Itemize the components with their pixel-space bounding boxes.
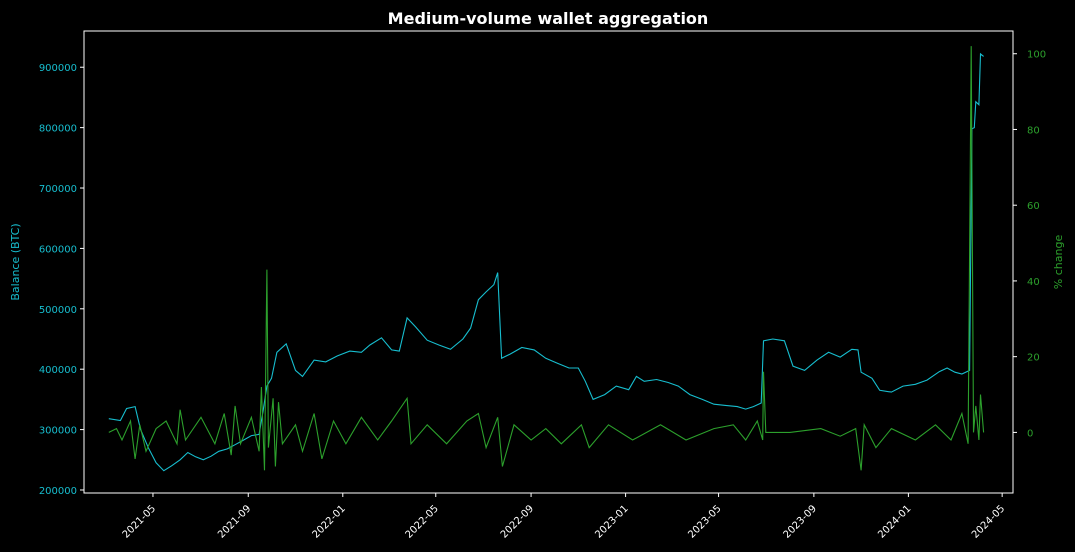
y-left-tick-label: 900000 — [39, 63, 77, 74]
x-tick-label: 2023-01 — [593, 503, 630, 540]
x-tick-label: 2021-05 — [121, 503, 158, 540]
y-right-tick-label: 20 — [1027, 353, 1040, 364]
y-right-tick-label: 100 — [1027, 50, 1046, 61]
x-axis: 2021-05 2021-09 2022-01 2022-05 2022-09 2023-… — [121, 493, 1007, 541]
balance-series — [108, 52, 984, 472]
y-left-tick-label: 300000 — [39, 426, 77, 437]
y-right-tick-label: 40 — [1027, 277, 1040, 288]
x-tick-label: 2023-09 — [782, 503, 819, 540]
x-tick-label: 2022-01 — [311, 503, 348, 540]
y-left-tick-label: 400000 — [39, 365, 77, 376]
y-right-tick-label: 60 — [1027, 201, 1040, 212]
y-left-tick-label: 500000 — [39, 305, 77, 316]
y-right-tick-label: 0 — [1027, 428, 1033, 439]
y-axis-left: 200000 300000 400000 500000 600000 700000 8000… — [39, 63, 84, 497]
x-tick-label: 2023-05 — [686, 503, 723, 540]
balance-line — [108, 52, 984, 472]
y-left-tick-label: 700000 — [39, 184, 77, 195]
x-tick-label: 2022-09 — [499, 503, 536, 540]
x-tick-label: 2021-09 — [216, 503, 253, 540]
y-axis-right-label: % change — [1052, 235, 1065, 290]
plot-frame — [83, 30, 1014, 494]
x-tick-label: 2024-05 — [970, 503, 1007, 540]
y-left-tick-label: 200000 — [39, 486, 77, 497]
y-axis-right: 0 20 40 60 80 100 — [1013, 50, 1046, 439]
x-tick-label: 2024-01 — [876, 503, 913, 540]
y-axis-left-label: Balance (BTC) — [9, 223, 22, 300]
y-left-tick-label: 600000 — [39, 244, 77, 255]
y-left-tick-label: 800000 — [39, 124, 77, 135]
chart-title: Medium-volume wallet aggregation — [388, 9, 709, 28]
x-tick-label: 2022-05 — [404, 503, 441, 540]
pct-change-line — [108, 46, 985, 471]
pct-change-series — [108, 46, 985, 471]
y-right-tick-label: 80 — [1027, 125, 1040, 136]
